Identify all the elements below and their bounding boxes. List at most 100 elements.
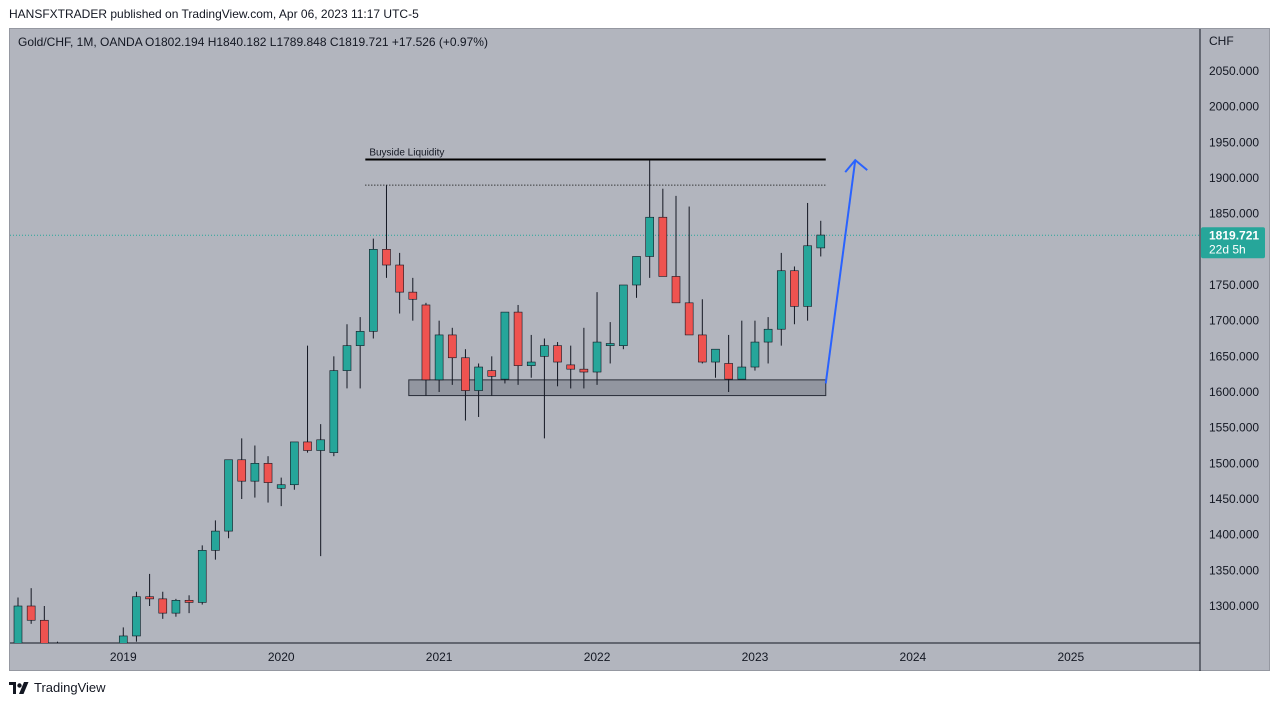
projection-arrow-head bbox=[844, 158, 868, 173]
candle-down bbox=[158, 598, 168, 614]
candle-up bbox=[500, 311, 510, 380]
candle-up bbox=[737, 366, 747, 380]
price-tick-label: 1450.000 bbox=[1209, 492, 1259, 506]
candle-down bbox=[698, 334, 707, 363]
candle-up bbox=[118, 635, 128, 643]
candle-up bbox=[434, 334, 444, 381]
support-zone bbox=[408, 379, 827, 397]
price-tick-label: 1500.000 bbox=[1209, 456, 1259, 470]
candle-up bbox=[776, 270, 786, 330]
price-tick-label: 1700.000 bbox=[1209, 314, 1259, 328]
candle-down bbox=[790, 270, 799, 307]
candle-down bbox=[26, 605, 36, 621]
symbol-label: Gold/CHF, 1M, OANDA bbox=[18, 35, 143, 49]
candle-up bbox=[132, 596, 141, 637]
ohlc-values: O1802.194 H1840.182 L1789.848 C1819.721 … bbox=[145, 35, 488, 49]
candle-up bbox=[224, 459, 233, 532]
price-tick-label: 1850.000 bbox=[1209, 207, 1259, 221]
candle-down bbox=[671, 276, 681, 304]
chart-frame bbox=[9, 28, 1270, 671]
candle-up bbox=[763, 328, 773, 343]
candle-down bbox=[263, 463, 273, 483]
candle-down bbox=[145, 596, 154, 600]
candle-down bbox=[408, 291, 418, 300]
candle-up bbox=[171, 599, 181, 614]
candle-up bbox=[197, 550, 207, 603]
year-tick-label: 2024 bbox=[900, 650, 927, 664]
candle-down bbox=[395, 264, 404, 293]
candle-down bbox=[237, 459, 247, 482]
candle-up bbox=[750, 341, 760, 368]
publisher-line: HANSFXTRADER published on TradingView.co… bbox=[9, 7, 419, 21]
price-tick-label: 1400.000 bbox=[1209, 528, 1259, 542]
footer: TradingView bbox=[9, 680, 106, 695]
candle-down bbox=[421, 304, 431, 381]
candle-up bbox=[803, 245, 812, 307]
candle-down bbox=[579, 368, 589, 373]
candle-up bbox=[355, 331, 365, 346]
candle-down bbox=[53, 649, 61, 663]
candle-up bbox=[816, 234, 826, 249]
last-price-badge bbox=[1201, 227, 1265, 259]
price-tick-label: 1650.000 bbox=[1209, 349, 1259, 363]
candle-down bbox=[80, 664, 88, 670]
price-tick-label: 1300.000 bbox=[1209, 599, 1259, 613]
candle-down bbox=[40, 619, 49, 643]
candle-up bbox=[605, 343, 615, 346]
candle-down bbox=[382, 249, 391, 266]
candle-up bbox=[645, 216, 654, 257]
candle-up bbox=[632, 256, 641, 286]
candle-down bbox=[303, 441, 312, 451]
price-tick-label: 1550.000 bbox=[1209, 421, 1259, 435]
candle-up bbox=[540, 345, 549, 357]
candle-up bbox=[526, 361, 536, 366]
candle-up bbox=[592, 341, 602, 373]
tradingview-logo-icon bbox=[9, 681, 29, 694]
year-tick-label: 2021 bbox=[426, 650, 453, 664]
candle-up bbox=[474, 366, 483, 391]
currency-label: CHF bbox=[1209, 34, 1234, 48]
candle-up bbox=[342, 345, 352, 371]
candle-down bbox=[184, 599, 194, 603]
candle-up bbox=[211, 530, 220, 551]
year-tick-label: 2025 bbox=[1057, 650, 1084, 664]
candle-up bbox=[276, 484, 286, 489]
candle-down bbox=[684, 302, 694, 336]
candle-down bbox=[566, 364, 576, 370]
candle-down bbox=[724, 363, 733, 380]
projection-arrow-line bbox=[824, 160, 857, 384]
candle-up bbox=[290, 441, 299, 486]
candle-down bbox=[67, 663, 75, 665]
year-tick-label: 2022 bbox=[584, 650, 611, 664]
candle-up bbox=[250, 463, 260, 482]
price-tick-label: 2000.000 bbox=[1209, 100, 1259, 114]
candle-down bbox=[513, 311, 523, 366]
candle-up bbox=[619, 284, 628, 346]
candle-up bbox=[13, 605, 23, 643]
last-price-value: 1819.721 bbox=[1209, 228, 1259, 242]
price-tick-label: 1750.000 bbox=[1209, 278, 1259, 292]
candle-down bbox=[461, 357, 470, 391]
candle-down bbox=[658, 216, 668, 277]
footer-brand: TradingView bbox=[34, 680, 106, 695]
candle-up bbox=[316, 439, 325, 451]
price-tick-label: 1900.000 bbox=[1209, 171, 1259, 185]
candle-up bbox=[93, 660, 101, 671]
candle-up bbox=[711, 348, 720, 363]
year-tick-label: 2020 bbox=[268, 650, 295, 664]
price-tick-label: 1950.000 bbox=[1209, 135, 1259, 149]
price-tick-label: 2050.000 bbox=[1209, 64, 1259, 78]
plot-area: Buyside Liquidity bbox=[10, 147, 1200, 671]
year-tick-label: 2019 bbox=[110, 650, 137, 664]
buyside-liquidity-label: Buyside Liquidity bbox=[369, 147, 444, 158]
price-tick-label: 1600.000 bbox=[1209, 385, 1259, 399]
candle-down bbox=[487, 370, 497, 377]
candle-down bbox=[447, 334, 457, 359]
bar-countdown: 22d 5h bbox=[1209, 242, 1246, 256]
year-tick-label: 2023 bbox=[742, 650, 769, 664]
price-tick-label: 1350.000 bbox=[1209, 563, 1259, 577]
candle-down bbox=[553, 345, 562, 363]
candle-up bbox=[329, 370, 339, 453]
candle-up bbox=[369, 249, 378, 332]
